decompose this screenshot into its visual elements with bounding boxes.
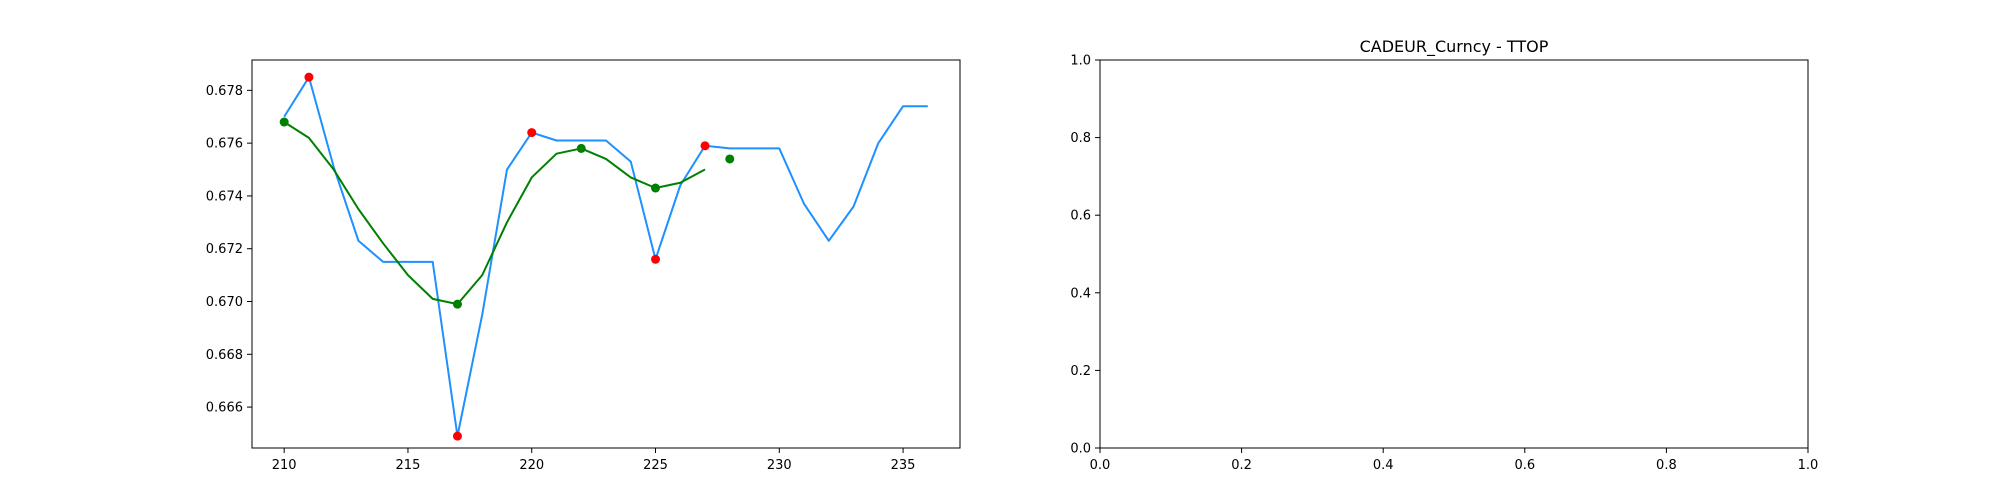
left-x-tick-label: 235 [891, 458, 916, 473]
left-scatter-point-3-2 [576, 143, 586, 153]
left-x-tick-label: 230 [767, 458, 792, 473]
right-x-tick-label: 0.4 [1373, 458, 1394, 473]
right-y-tick-label: 0.8 [1070, 131, 1091, 146]
left-series-line-1 [283, 121, 706, 306]
left-x-tick-label: 210 [272, 458, 297, 473]
right-x-tick-label: 0.8 [1656, 458, 1677, 473]
right-y-tick-label: 0.4 [1070, 286, 1091, 301]
left-scatter-point-2-2 [527, 128, 537, 138]
right-plot-title: CADEUR_Curncy - TTOP [1360, 37, 1549, 57]
right-y-tick-label: 0.0 [1070, 442, 1091, 457]
left-scatter-point-3-4 [725, 154, 735, 164]
left-y-tick-label: 0.678 [206, 84, 243, 99]
right-y-tick-label: 1.0 [1070, 54, 1091, 69]
left-x-tick-label: 220 [519, 458, 544, 473]
left-scatter-point-2-1 [452, 431, 462, 441]
left-scatter-point-3-3 [651, 183, 661, 193]
left-scatter-point-3-1 [452, 299, 462, 309]
left-y-tick-label: 0.674 [206, 189, 243, 204]
right-plot: 0.0 0.2 0.4 0.6 0.8 1.0 0.0 0.2 0.4 0.6 0.8 1.0 CADE… [1070, 37, 1818, 473]
left-y-tick-label: 0.666 [206, 401, 243, 416]
left-plot: 210 215 220 225 230 235 0.666 0.668 0.670 0.672 0.… [206, 59, 961, 473]
left-y-tick-label: 0.672 [206, 242, 243, 257]
right-y-tick-label: 0.6 [1070, 209, 1091, 224]
right-x-tick-label: 0.6 [1514, 458, 1535, 473]
left-y-tick-label: 0.670 [206, 295, 243, 310]
left-plot-frame [251, 59, 961, 449]
right-y-tick-label: 0.2 [1070, 364, 1091, 379]
left-x-tick-label: 225 [643, 458, 668, 473]
left-scatter-point-2-3 [651, 254, 661, 264]
left-series-line-0 [283, 76, 928, 438]
left-y-tick-label: 0.668 [206, 348, 243, 363]
right-x-tick-label: 0.0 [1090, 458, 1111, 473]
right-x-tick-label: 1.0 [1798, 458, 1819, 473]
left-x-tick-label: 215 [396, 458, 421, 473]
right-x-tick-label: 0.2 [1231, 458, 1252, 473]
left-scatter-point-3-0 [279, 117, 289, 127]
right-plot-frame [1099, 59, 1809, 449]
left-scatter-point-2-4 [700, 141, 710, 151]
left-scatter-point-2-0 [304, 72, 314, 82]
left-y-tick-label: 0.676 [206, 137, 243, 152]
